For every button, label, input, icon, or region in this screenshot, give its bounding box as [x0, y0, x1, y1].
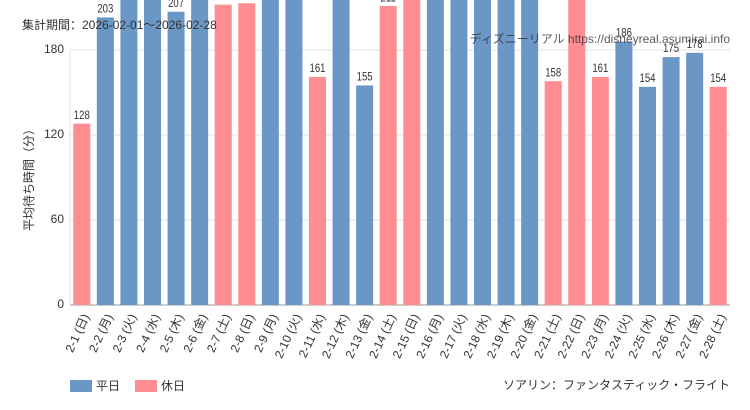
data-label: 211 [381, 0, 396, 5]
bar [497, 0, 515, 306]
bar [214, 4, 232, 306]
y-tick-label: 180 [44, 42, 64, 56]
y-axis-label: 平均待ち時間（分） [22, 123, 36, 231]
bar [450, 0, 468, 305]
data-label: 158 [545, 66, 561, 79]
data-label: 203 [97, 3, 113, 16]
bar [238, 3, 256, 305]
bar [709, 86, 727, 305]
y-tick-label: 0 [57, 297, 64, 311]
bar [167, 11, 185, 305]
bar [426, 0, 444, 306]
bar [191, 0, 209, 305]
bar [96, 17, 114, 306]
bar [309, 76, 326, 306]
bar [356, 85, 374, 306]
bar [120, 0, 138, 305]
data-label: 154 [639, 72, 655, 85]
data-label: 161 [309, 62, 325, 75]
legend-label: 休日 [161, 379, 185, 393]
data-label: 154 [710, 72, 726, 85]
bar [639, 86, 656, 305]
bar [662, 57, 680, 306]
bar [474, 0, 491, 305]
data-label: 212 [215, 0, 231, 3]
bar [591, 76, 609, 306]
bar [403, 0, 421, 306]
bar [332, 0, 350, 306]
bar [544, 81, 562, 306]
legend-label: 平日 [96, 379, 120, 393]
data-label: 128 [74, 109, 90, 122]
y-tick-label: 60 [51, 212, 65, 226]
data-label: 213 [239, 0, 255, 2]
y-tick-label: 120 [44, 127, 64, 141]
bar [73, 123, 91, 306]
data-label: 175 [663, 42, 679, 55]
bar [285, 0, 303, 305]
bar [615, 41, 633, 305]
data-label: 155 [357, 71, 373, 84]
bar [261, 0, 279, 305]
bar [568, 0, 586, 305]
legend-swatch [135, 380, 157, 392]
data-label: 178 [687, 38, 703, 51]
bar [379, 6, 397, 305]
bar [686, 52, 704, 306]
chart-title: 集計期間：2026-02-01～2026-02-28 [22, 17, 217, 32]
footer: ソアリン：ファンタスティック・フライト [503, 378, 730, 392]
legend-swatch [70, 380, 92, 392]
bar [144, 0, 161, 306]
data-label: 161 [592, 62, 608, 75]
bar [521, 0, 539, 305]
watermark: ディズニーリアル https://disneyreal.asumirai.inf… [470, 31, 731, 46]
data-label: 186 [616, 27, 632, 40]
data-label: 207 [168, 0, 184, 10]
